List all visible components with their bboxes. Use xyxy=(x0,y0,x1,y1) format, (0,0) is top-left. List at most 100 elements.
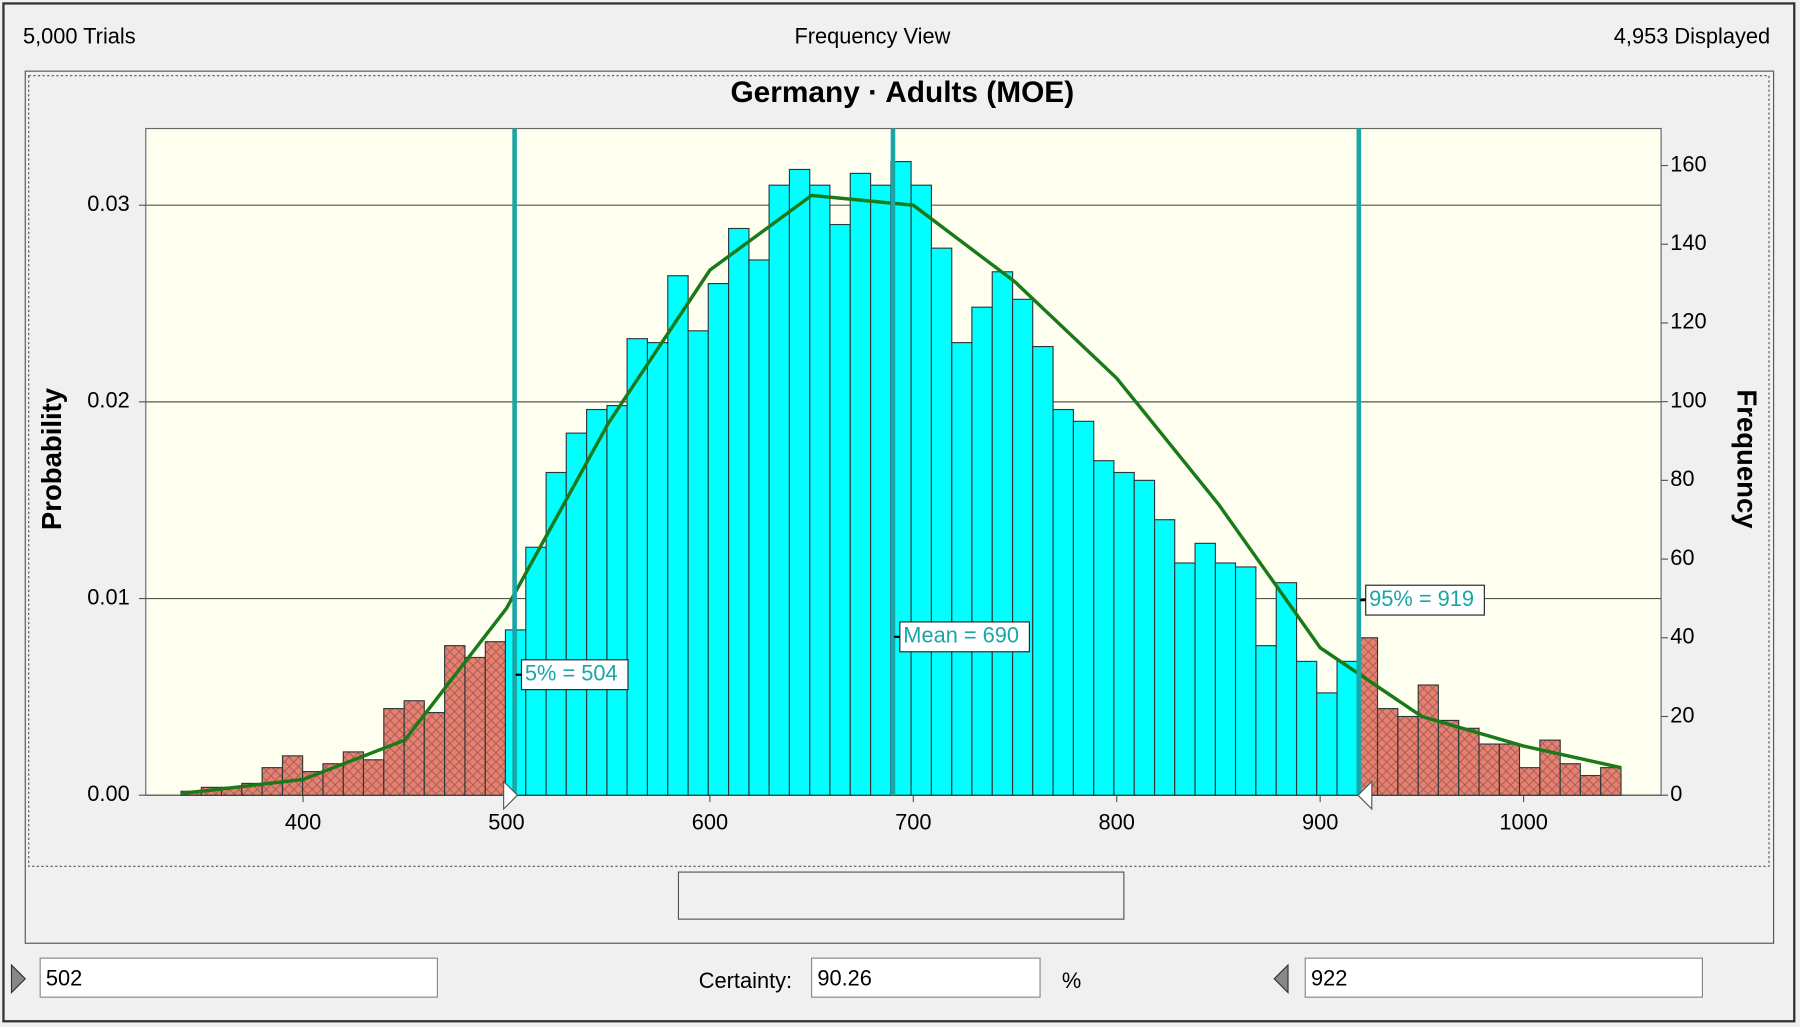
certainty-input[interactable] xyxy=(811,957,1041,998)
histogram-bar xyxy=(403,700,425,796)
histogram-bar xyxy=(606,405,628,796)
histogram-bar xyxy=(646,342,669,796)
histogram-bar xyxy=(1397,715,1419,796)
legend xyxy=(677,871,1125,920)
histogram-bar xyxy=(910,184,932,796)
histogram-bar xyxy=(484,641,507,796)
histogram-bar xyxy=(626,338,649,796)
x-tick-label: 700 xyxy=(895,810,931,835)
view-name[interactable]: Frequency View xyxy=(794,24,950,49)
histogram-bar xyxy=(1295,660,1318,796)
histogram-bar xyxy=(1417,684,1439,796)
histogram-bar xyxy=(1052,408,1074,796)
x-tick-label: 500 xyxy=(488,810,524,835)
fit-line xyxy=(180,193,1622,795)
lower-grabber-icon xyxy=(10,963,27,994)
y2-tick-label: 20 xyxy=(1670,702,1694,727)
histogram-bar xyxy=(748,259,770,796)
y2-tick-label: 80 xyxy=(1670,466,1694,491)
plot: 0.00 0.01 0.02 0.03 0 20 40 60 80 100 120 140 160 400… xyxy=(87,128,1707,908)
histogram-bar xyxy=(1579,774,1602,796)
x-tick-label: 900 xyxy=(1302,810,1338,835)
y-tick-label: 0.00 xyxy=(87,781,129,806)
x-tick-label: 400 xyxy=(285,810,321,835)
histogram-bar xyxy=(1153,519,1176,796)
y2-tick-label: 120 xyxy=(1670,309,1706,334)
chart-title: Germany · Adults (MOE) xyxy=(730,76,1074,109)
histogram-bar xyxy=(1174,562,1196,796)
histogram-bar xyxy=(1133,479,1156,796)
histogram-bar xyxy=(1458,727,1480,796)
certainty-value[interactable]: 90.26 xyxy=(817,966,872,991)
marker-label: Mean = 690 xyxy=(903,623,1019,648)
upper-input[interactable] xyxy=(1304,957,1703,998)
histogram-bar xyxy=(1275,582,1298,796)
controls: 502 Certainty: 90.26 % 922 xyxy=(10,957,1703,998)
x-tick-label: 800 xyxy=(1099,810,1135,835)
y-tick-label: 0.02 xyxy=(87,388,129,413)
histogram-bar xyxy=(829,223,851,796)
histogram-bar xyxy=(707,283,730,796)
histogram-bar xyxy=(1012,298,1034,796)
histogram-bar xyxy=(464,656,486,796)
trials: 5,000 Trials xyxy=(23,24,136,49)
histogram-bar xyxy=(809,184,831,796)
histogram-bar xyxy=(951,342,973,796)
x-tick-label: 1000 xyxy=(1499,810,1548,835)
percent-sign: % xyxy=(1062,968,1081,993)
marker-label: 95% = 919 xyxy=(1369,586,1474,611)
certainty-grabber xyxy=(503,780,519,811)
histogram-bar xyxy=(1113,471,1135,796)
y2-tick-label: 60 xyxy=(1670,545,1694,570)
histogram-bar xyxy=(586,408,608,796)
y-tick-label: 0.01 xyxy=(87,584,129,609)
histogram-bar xyxy=(1539,739,1561,796)
certainty-grabber xyxy=(1357,780,1373,811)
histogram-bar xyxy=(1336,660,1358,796)
lower-input[interactable] xyxy=(39,957,438,998)
histogram-bar xyxy=(1093,460,1115,796)
x-tick-label: 600 xyxy=(692,810,728,835)
histogram-bar xyxy=(1214,562,1237,796)
histogram-bar xyxy=(1518,767,1541,796)
lower-value[interactable]: 502 xyxy=(46,966,82,991)
y-axis-label: Probability xyxy=(36,387,67,530)
chart-area xyxy=(28,75,1770,867)
histogram-bar xyxy=(565,432,588,796)
histogram-bar xyxy=(1376,708,1399,796)
histogram-bar xyxy=(423,711,446,796)
marker-label: 5% = 504 xyxy=(525,660,618,685)
y2-tick-label: 100 xyxy=(1670,387,1706,412)
histogram-bar xyxy=(768,184,790,796)
y2-tick-label: 40 xyxy=(1670,624,1694,649)
histogram-bar xyxy=(1498,743,1521,796)
marker-label-box xyxy=(1365,584,1485,616)
histogram-bar xyxy=(667,275,689,796)
y2-tick-label: 140 xyxy=(1670,230,1706,255)
histogram-bar xyxy=(383,708,405,796)
certainty-label: Certainty: xyxy=(699,968,792,993)
histogram-bar xyxy=(1194,542,1216,796)
upper-value[interactable]: 922 xyxy=(1311,966,1347,991)
histogram-bar xyxy=(362,759,385,796)
displayed: 4,953 Displayed xyxy=(1614,24,1770,49)
histogram-bar xyxy=(281,755,304,796)
histogram-bar xyxy=(687,330,709,796)
upper-grabber-icon xyxy=(1273,963,1289,994)
histogram-bar xyxy=(1072,420,1095,796)
marker-label-box xyxy=(899,621,1030,653)
histogram-bar xyxy=(849,172,872,796)
histogram-bar xyxy=(1559,763,1581,796)
histogram-bar xyxy=(930,247,953,796)
histogram-bar xyxy=(1255,645,1277,796)
histogram-bar xyxy=(1437,719,1460,796)
y2-tick-label: 160 xyxy=(1670,151,1706,176)
histogram-bar xyxy=(1478,743,1500,796)
histogram-bar xyxy=(728,227,750,796)
y2-tick-label: 0 xyxy=(1670,781,1682,806)
histogram-bar xyxy=(870,184,892,796)
histogram-bar xyxy=(1234,566,1257,796)
